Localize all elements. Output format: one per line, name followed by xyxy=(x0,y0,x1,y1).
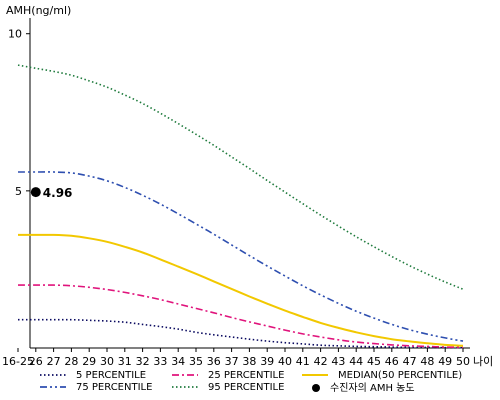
x-tick-label: 41 xyxy=(296,355,310,368)
patient-marker: 4.96 xyxy=(30,186,73,200)
legend-label-marker: 수진자의 AMH 농도 xyxy=(330,382,415,394)
x-tick-label: 27 xyxy=(47,355,61,368)
x-axis-title: 나이 xyxy=(473,355,493,368)
legend-label-median-50-percentile: MEDIAN(50 PERCENTILE) xyxy=(338,370,462,381)
x-tick-label: 40 xyxy=(278,355,292,368)
legend: 5 PERCENTILE 25 PERCENTILE MEDIAN(50 PERCE… xyxy=(40,370,462,394)
x-tick-label: 33 xyxy=(153,355,167,368)
y-tick-label: 10 xyxy=(8,28,22,41)
x-tick-label: 43 xyxy=(331,355,345,368)
x-tick-label: 48 xyxy=(420,355,434,368)
legend-marker-swatch xyxy=(312,384,320,392)
marker-point xyxy=(30,187,41,198)
x-tick-label: 32 xyxy=(136,355,150,368)
marker-label: 4.96 xyxy=(43,186,73,200)
series-line-95-percentile xyxy=(17,64,464,290)
x-tick-label: 39 xyxy=(260,355,274,368)
x-tick-label: 28 xyxy=(64,355,78,368)
y-axis: AMH(ng/ml) xyxy=(6,4,71,348)
x-tick-label: 26 xyxy=(29,355,43,368)
x-tick-label: 44 xyxy=(349,355,363,368)
x-tick-label: 46 xyxy=(385,355,399,368)
x-tick-label: 35 xyxy=(189,355,203,368)
x-tick-label: 42 xyxy=(314,355,328,368)
x-tick-label: 47 xyxy=(403,355,417,368)
y-axis-title: AMH(ng/ml) xyxy=(6,4,71,17)
x-tick-label: 31 xyxy=(118,355,132,368)
x-tick-label: 37 xyxy=(225,355,239,368)
legend-label-75-percentile: 75 PERCENTILE xyxy=(76,382,152,393)
legend-label-25-percentile: 25 PERCENTILE xyxy=(208,370,284,381)
series-line-25-percentile xyxy=(18,284,464,349)
x-tick-label: 50 xyxy=(456,355,470,368)
x-tick-label: 16-25 xyxy=(2,355,34,368)
x-tick-label: 36 xyxy=(207,355,221,368)
x-tick-label: 45 xyxy=(367,355,381,368)
x-tick-label: 38 xyxy=(242,355,256,368)
x-tick-label: 34 xyxy=(171,355,185,368)
x-tick-label: 49 xyxy=(438,355,452,368)
x-tick-label: 30 xyxy=(100,355,114,368)
legend-label-5-percentile: 5 PERCENTILE xyxy=(76,370,146,381)
series-line-5-percentile xyxy=(17,318,464,349)
series-line-median-50-percentile xyxy=(18,233,464,347)
x-axis: 나이 xyxy=(30,347,493,368)
legend-label-95-percentile: 95 PERCENTILE xyxy=(208,382,284,393)
series-lines xyxy=(17,64,464,349)
series-line-75-percentile xyxy=(17,171,464,342)
x-tick-label: 29 xyxy=(82,355,96,368)
y-tick-label: 5 xyxy=(15,185,22,198)
y-ticks: 5 10 xyxy=(8,28,30,198)
